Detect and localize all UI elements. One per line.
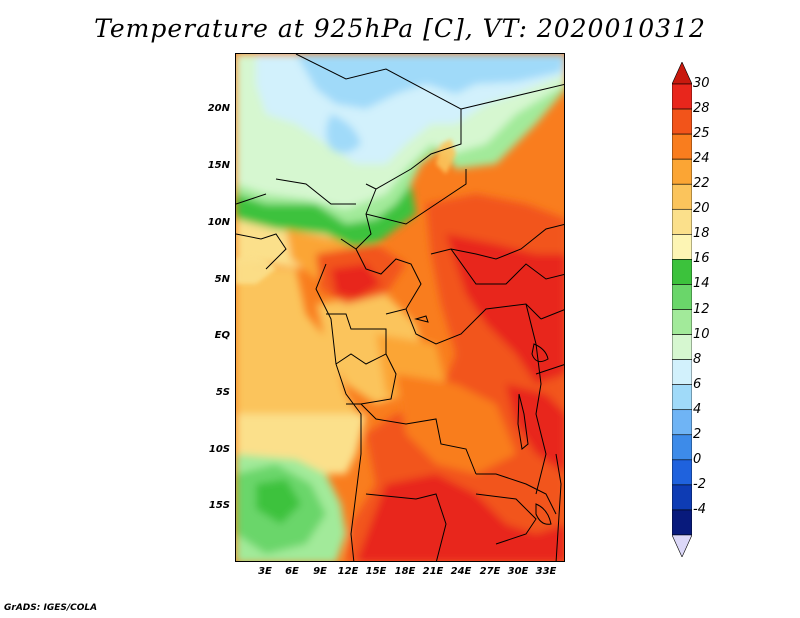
lat-label-eq: EQ	[214, 330, 230, 341]
colorbar-segment	[672, 133, 692, 160]
colorbar-label: 6	[693, 376, 702, 392]
colorbar-segment	[672, 509, 692, 536]
colorbar-label: -2	[693, 476, 706, 492]
colorbar-segment	[672, 259, 692, 285]
colorbar-label: 24	[693, 151, 710, 167]
lat-label-5n: 5N	[214, 274, 230, 285]
colorbar-label: 10	[693, 326, 710, 342]
colorbar	[672, 62, 692, 557]
colorbar-label: 4	[693, 401, 702, 417]
lon-label-6e: 6E	[285, 566, 299, 577]
lon-label-9e: 9E	[313, 566, 327, 577]
lon-label-33e: 33E	[535, 566, 557, 577]
lon-label-18e: 18E	[394, 566, 416, 577]
colorbar-segment	[672, 334, 692, 360]
colorbar-segment	[672, 359, 692, 385]
temperature-map	[235, 53, 565, 562]
lat-label-15n: 15N	[207, 160, 230, 171]
colorbar-label: 25	[693, 126, 710, 142]
temperature-field	[236, 54, 564, 561]
lon-label-3e: 3E	[258, 566, 272, 577]
colorbar-segment	[672, 234, 692, 260]
lat-label-10s: 10S	[208, 444, 230, 455]
colorbar-bottom-arrow	[672, 534, 692, 557]
colorbar-label: 18	[693, 226, 710, 242]
colorbar-label: 0	[693, 451, 702, 467]
colorbar-segment	[672, 284, 692, 310]
colorbar-label: 14	[693, 276, 710, 292]
colorbar-label: 8	[693, 351, 702, 367]
lon-label-24e: 24E	[450, 566, 472, 577]
lon-label-21e: 21E	[422, 566, 444, 577]
colorbar-segment	[672, 459, 692, 486]
colorbar-label: 22	[693, 176, 710, 192]
colorbar-label: 28	[693, 101, 710, 117]
lat-label-10n: 10N	[207, 217, 230, 228]
colorbar-segment	[672, 183, 692, 210]
lon-label-30e: 30E	[507, 566, 529, 577]
colorbar-label: 30	[693, 76, 710, 91]
lon-label-12e: 12E	[337, 566, 359, 577]
lat-label-5s: 5S	[215, 387, 230, 398]
colorbar-label: 12	[693, 301, 710, 317]
colorbar-label: 20	[693, 201, 710, 217]
lon-label-27e: 27E	[479, 566, 501, 577]
map-title: Temperature at 925hPa [C], VT: 202001031…	[94, 14, 706, 43]
colorbar-segment	[672, 384, 692, 411]
colorbar-label: -4	[693, 501, 706, 517]
lat-label-15s: 15S	[208, 500, 230, 511]
colorbar-segment	[672, 108, 692, 135]
colorbar-top-arrow	[672, 62, 692, 85]
colorbar-segment	[672, 484, 692, 511]
colorbar-label: 16	[693, 251, 710, 267]
colorbar-segment	[672, 208, 692, 235]
grads-credit: GrADS: IGES/COLA	[4, 603, 98, 613]
colorbar-segment	[672, 158, 692, 185]
colorbar-segment	[672, 309, 692, 335]
colorbar-segment	[672, 434, 692, 461]
lat-label-20n: 20N	[207, 103, 230, 114]
colorbar-segment	[672, 409, 692, 436]
colorbar-label: 2	[693, 426, 702, 442]
lon-label-15e: 15E	[365, 566, 387, 577]
colorbar-segment	[672, 83, 692, 110]
